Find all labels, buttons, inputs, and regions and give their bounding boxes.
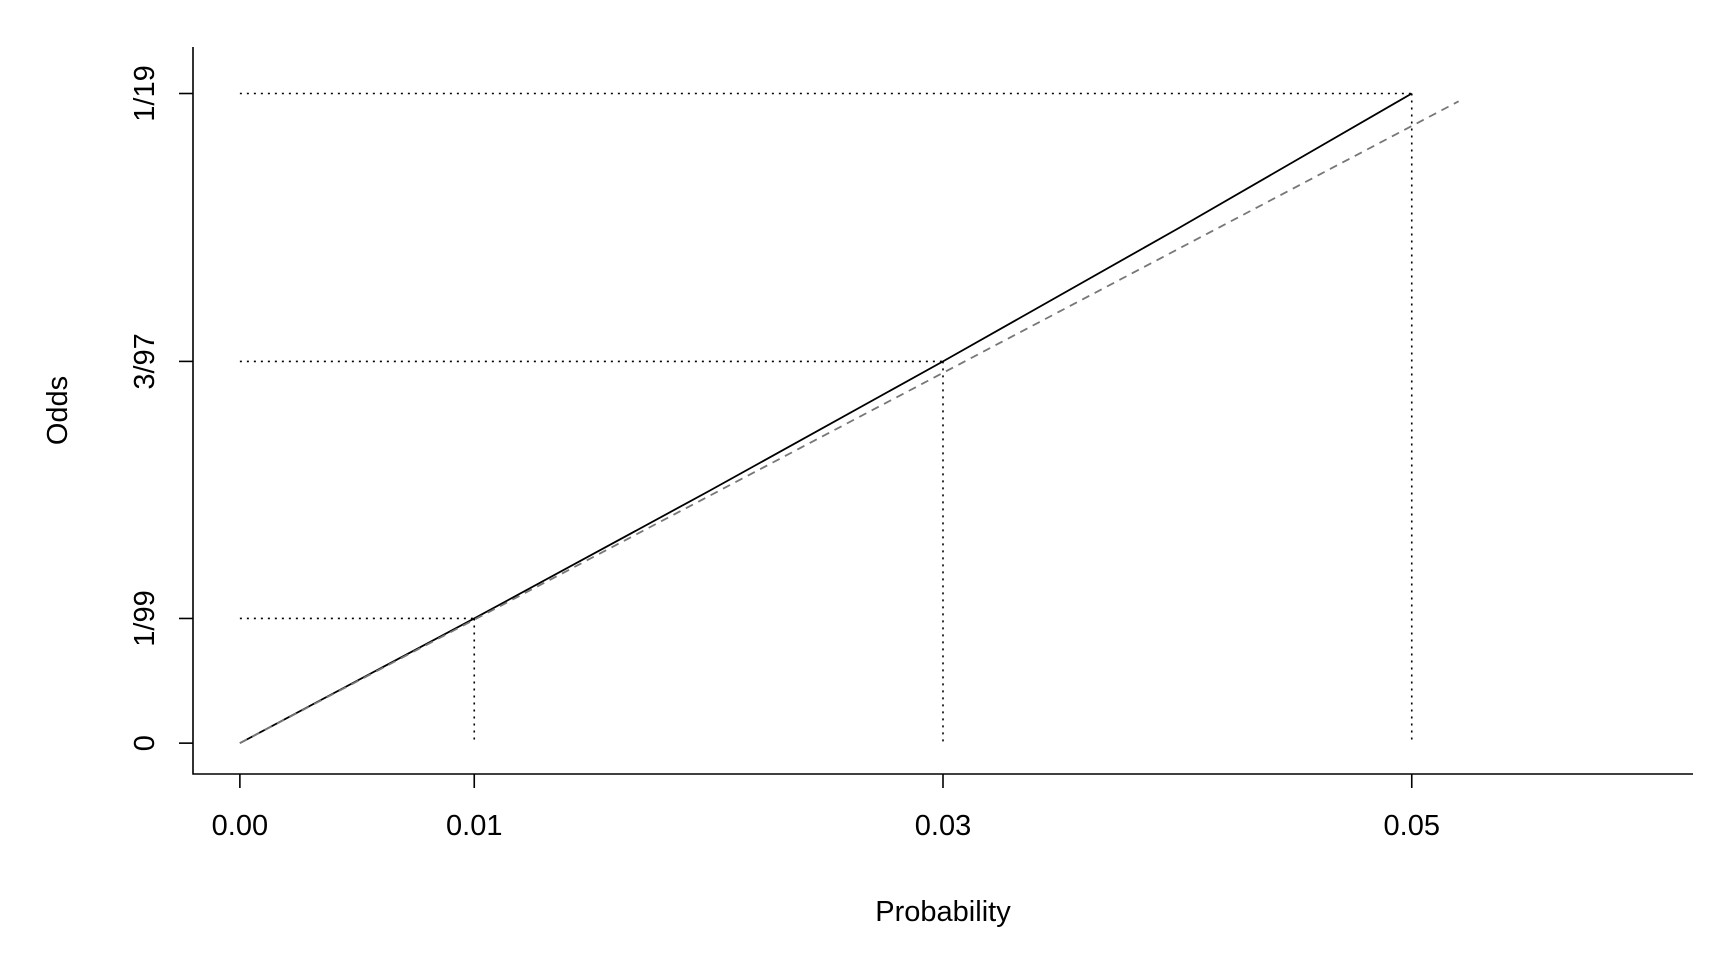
axes: [192, 47, 1693, 775]
x-axis-label: Probability: [875, 896, 1011, 928]
y-tick-label-0: 0: [129, 735, 161, 751]
y-tick-label-3: 1/19: [129, 65, 161, 121]
x-tick-label-2: 0.03: [915, 810, 971, 842]
x-axis-ticks: 0.00 0.01 0.03 0.05: [212, 774, 1440, 842]
series-lines: [239, 92, 1460, 744]
axis-frame: [192, 47, 1693, 775]
x-tick-label-1: 0.01: [446, 810, 502, 842]
y-tick-label-2: 3/97: [129, 333, 161, 389]
x-tick-label-0: 0.00: [212, 810, 268, 842]
y-axis-ticks: 0 1/99 3/97 1/19: [129, 65, 193, 751]
y-axis-label: Odds: [42, 376, 74, 445]
x-tick-label-3: 0.05: [1384, 810, 1440, 842]
guide-lines: [239, 92, 1413, 744]
y-tick-label-1: 1/99: [129, 590, 161, 646]
series-line-0: [239, 92, 1413, 744]
series-line-1: [239, 100, 1460, 744]
